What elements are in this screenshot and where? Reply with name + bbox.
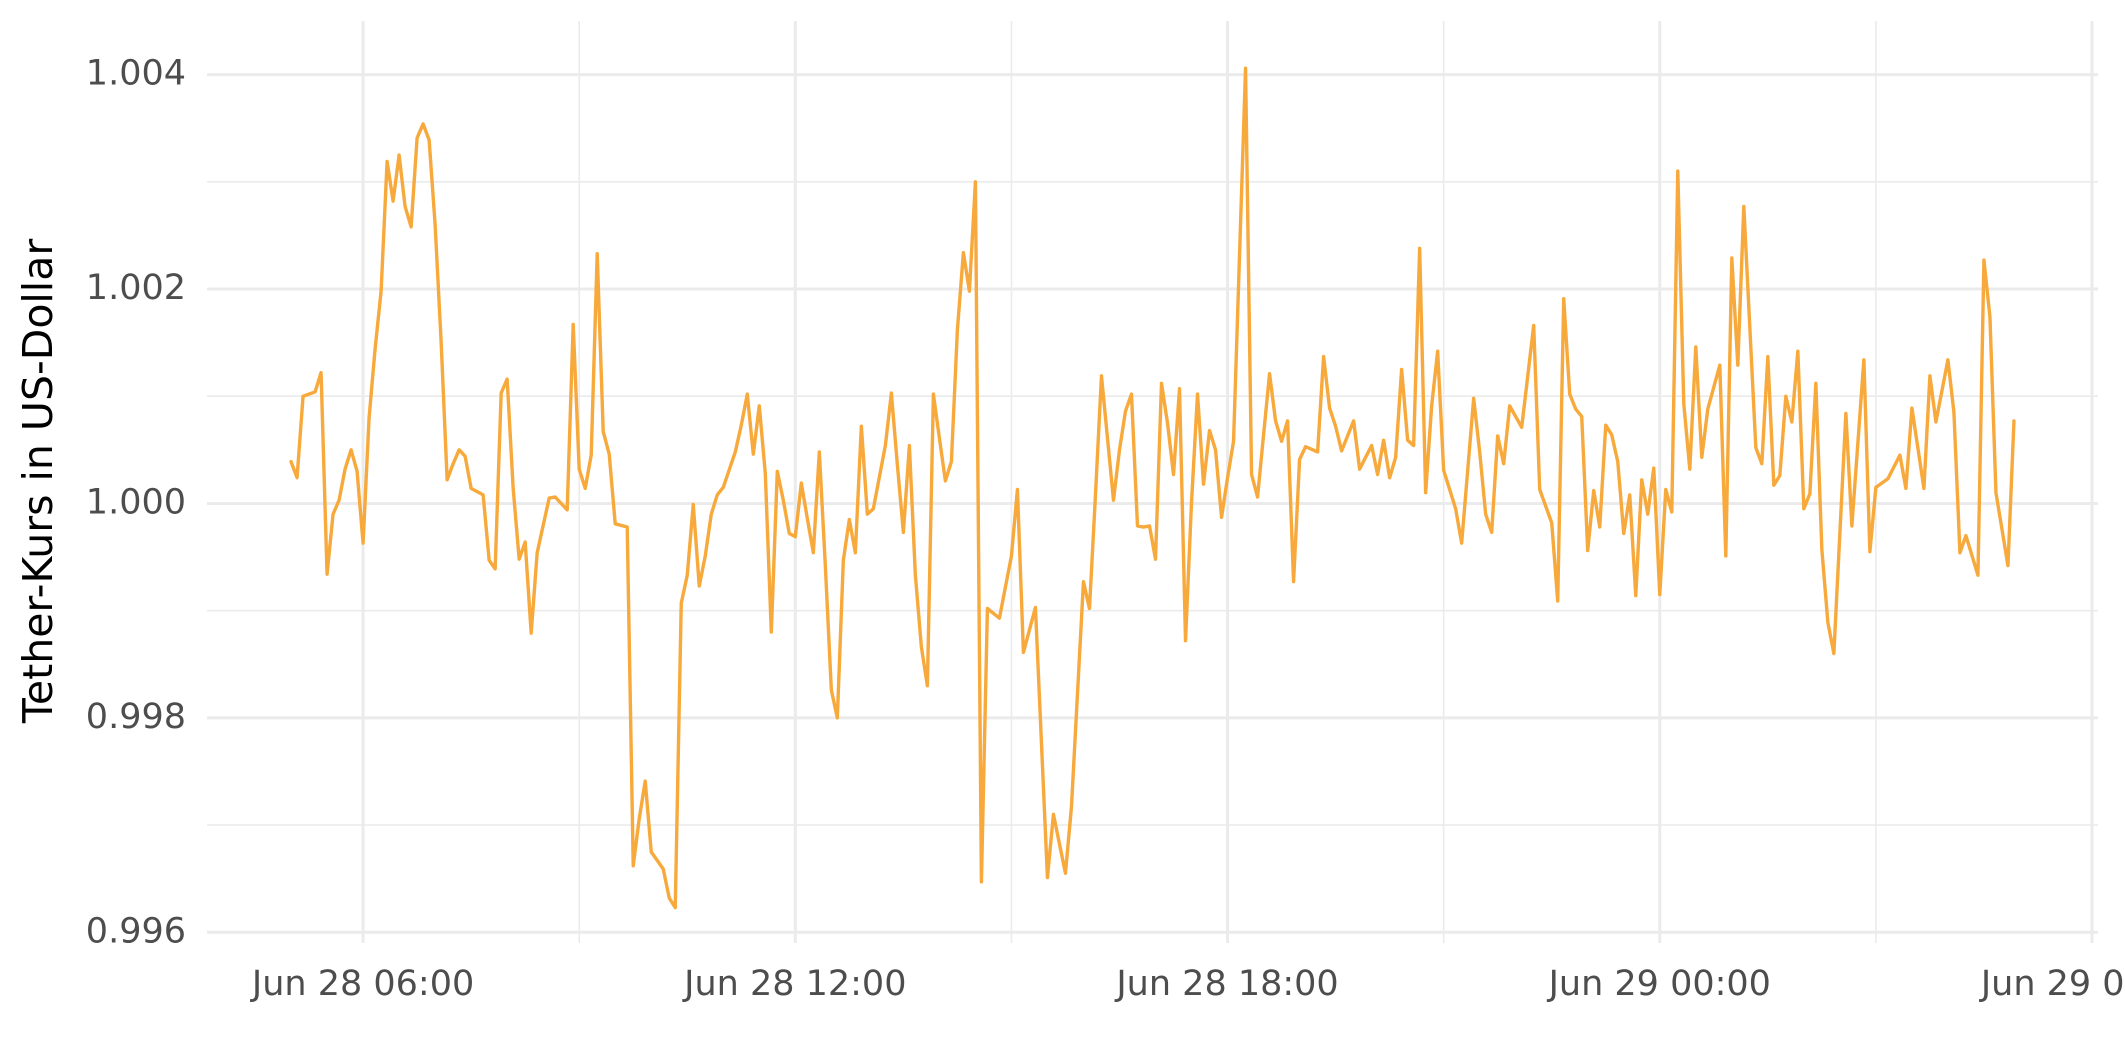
x-tick-label: Jun 29 06:00 [1979, 964, 2125, 1004]
y-axis-title: Tether-Kurs in US-Dollar [14, 239, 62, 724]
y-tick-label: 0.998 [86, 697, 186, 737]
grid [207, 21, 2098, 943]
tick-labels: 0.996 0.998 1.000 1.002 1.004 Jun 28 06:00 Jun… [86, 54, 2125, 1004]
x-tick-label: Jun 28 18:00 [1114, 964, 1338, 1004]
x-tick-label: Jun 29 00:00 [1547, 964, 1771, 1004]
data-line [289, 66, 2016, 910]
y-tick-label: 0.996 [86, 911, 186, 951]
x-tick-label: Jun 28 06:00 [250, 964, 474, 1004]
y-tick-label: 1.002 [86, 268, 186, 308]
y-tick-label: 1.000 [86, 482, 186, 522]
y-tick-label: 1.004 [86, 54, 186, 94]
plot-marks [289, 66, 2016, 910]
x-tick-label: Jun 28 12:00 [682, 964, 906, 1004]
